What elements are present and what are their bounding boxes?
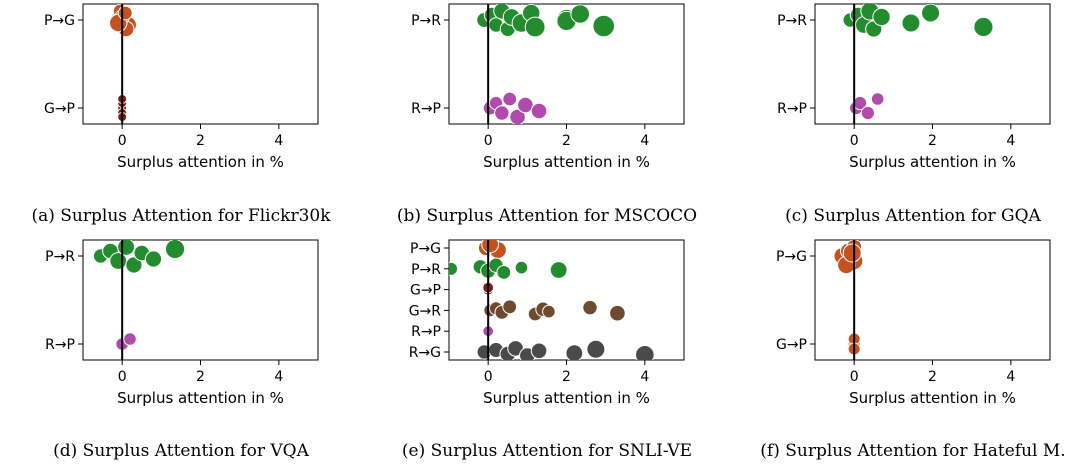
- x-tick-label: 4: [640, 369, 649, 385]
- data-point: [117, 5, 133, 21]
- x-tick-label: 4: [274, 133, 283, 149]
- x-tick-label: 2: [562, 369, 571, 385]
- data-point: [517, 96, 534, 114]
- chart-f: 0 2 4 Surplus attention in % P→G G→P: [776, 239, 1051, 407]
- y-tick-label: G→P: [776, 337, 807, 353]
- data-point: [542, 304, 556, 319]
- data-point: [502, 299, 518, 315]
- data-point: [570, 4, 591, 24]
- data-point: [870, 92, 885, 106]
- points-group: [833, 240, 864, 356]
- x-tick-label: 0: [118, 133, 127, 149]
- caption-f: (f) Surplus Attention for Hateful M.: [760, 441, 1066, 461]
- data-point: [481, 240, 500, 254]
- caption-d: (d) Surplus Attention for VQA: [53, 441, 309, 461]
- caption-b: (b) Surplus Attention for MSCOCO: [396, 206, 698, 226]
- y-tick-label: G→P: [410, 283, 441, 299]
- points-group: [449, 240, 655, 360]
- data-point: [117, 240, 135, 256]
- data-point: [502, 91, 518, 107]
- x-tick-label: 4: [1006, 133, 1015, 149]
- points-group: [109, 4, 137, 122]
- y-tick-label: P→R: [45, 249, 75, 265]
- x-tick-label: 2: [196, 133, 205, 149]
- x-axis-label: Surplus attention in %: [483, 389, 650, 407]
- data-point: [586, 339, 606, 359]
- data-point: [530, 102, 548, 120]
- x-tick-label: 2: [196, 369, 205, 385]
- data-point: [494, 105, 510, 121]
- data-point: [524, 16, 546, 38]
- y-tick-label: R→P: [45, 337, 75, 353]
- data-point: [125, 256, 143, 274]
- caption-a: (a) Surplus Attention for Flickr30k: [31, 206, 331, 226]
- chart-a: 0 2 4 Surplus attention in % P→G G→P: [44, 3, 319, 171]
- data-point: [144, 250, 163, 268]
- x-tick-label: 0: [850, 133, 859, 149]
- data-point: [901, 13, 921, 33]
- caption-e: (e) Surplus Attention for SNLI-VE: [401, 441, 693, 461]
- chart-c: 0 2 4 Surplus attention in % P→R R→P: [777, 3, 1051, 171]
- caption-c: (c) Surplus Attention for GQA: [785, 206, 1041, 226]
- x-tick-label: 2: [562, 133, 571, 149]
- data-point: [449, 261, 459, 276]
- x-axis-label: Surplus attention in %: [483, 153, 650, 171]
- x-axis-label: Surplus attention in %: [849, 389, 1016, 407]
- y-tick-label: R→P: [411, 324, 441, 340]
- y-tick-label: R→G: [409, 345, 441, 361]
- data-point: [549, 261, 568, 279]
- y-tick-label: P→R: [777, 13, 807, 29]
- y-tick-label: P→G: [44, 13, 75, 29]
- data-point: [609, 304, 626, 322]
- data-point: [514, 260, 529, 275]
- points-group: [92, 240, 186, 351]
- x-tick-label: 2: [928, 369, 937, 385]
- chart-e: 0 2 4 Surplus attention in % P→G P→R G→P G→R R→P…: [409, 239, 685, 407]
- y-tick-label: R→P: [777, 101, 807, 117]
- y-tick-label: G→R: [409, 303, 442, 319]
- x-axis-label: Surplus attention in %: [117, 153, 284, 171]
- data-point: [635, 345, 655, 360]
- data-point: [123, 332, 137, 346]
- y-tick-label: P→R: [411, 13, 441, 29]
- chart-d: 0 2 4 Surplus attention in % P→R R→P: [45, 239, 319, 407]
- points-group: [476, 4, 616, 124]
- data-point: [860, 105, 875, 121]
- y-tick-label: P→R: [411, 262, 441, 278]
- points-group: [842, 4, 994, 121]
- x-tick-label: 4: [1006, 369, 1015, 385]
- x-tick-label: 0: [484, 369, 493, 385]
- y-tick-label: G→P: [44, 101, 75, 117]
- data-point: [565, 344, 584, 360]
- y-tick-label: P→G: [410, 241, 441, 257]
- data-point: [921, 4, 941, 23]
- chart-b: 0 2 4 Surplus attention in % P→R R→P: [411, 3, 685, 171]
- data-point: [496, 265, 512, 280]
- data-point: [530, 342, 548, 360]
- x-tick-label: 0: [484, 133, 493, 149]
- data-point: [592, 14, 616, 38]
- data-point: [973, 16, 994, 38]
- plot-frame: [448, 239, 685, 361]
- x-tick-label: 2: [928, 133, 937, 149]
- data-point: [872, 7, 891, 27]
- y-tick-label: P→G: [776, 249, 807, 265]
- x-tick-label: 4: [640, 133, 649, 149]
- x-tick-label: 0: [850, 369, 859, 385]
- data-point: [582, 299, 598, 316]
- x-tick-label: 0: [118, 369, 127, 385]
- data-point: [164, 240, 186, 260]
- x-axis-label: Surplus attention in %: [117, 389, 284, 407]
- x-tick-label: 4: [274, 369, 283, 385]
- data-point: [842, 243, 862, 263]
- y-tick-label: R→P: [411, 101, 441, 117]
- x-axis-label: Surplus attention in %: [849, 153, 1016, 171]
- data-point: [509, 108, 526, 124]
